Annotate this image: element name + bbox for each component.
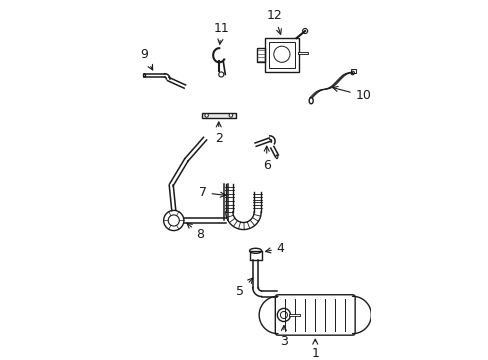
Bar (257, 48, 264, 62)
Text: 11: 11 (213, 22, 229, 44)
Text: 10: 10 (332, 86, 371, 102)
Text: 8: 8 (186, 223, 204, 241)
Text: 5: 5 (236, 278, 252, 298)
Bar (264, 38, 299, 72)
Text: 9: 9 (140, 48, 152, 70)
Text: 3: 3 (280, 325, 287, 348)
Text: 12: 12 (266, 9, 282, 34)
Text: 7: 7 (198, 186, 225, 199)
Circle shape (228, 114, 232, 117)
Bar (201, 113, 235, 118)
Text: 6: 6 (262, 146, 270, 172)
Text: 2: 2 (214, 122, 222, 145)
Bar (350, 69, 355, 73)
Bar (249, 251, 261, 260)
Circle shape (204, 114, 208, 117)
Bar (268, 42, 294, 68)
Text: 4: 4 (265, 242, 284, 255)
Text: 1: 1 (311, 339, 319, 360)
